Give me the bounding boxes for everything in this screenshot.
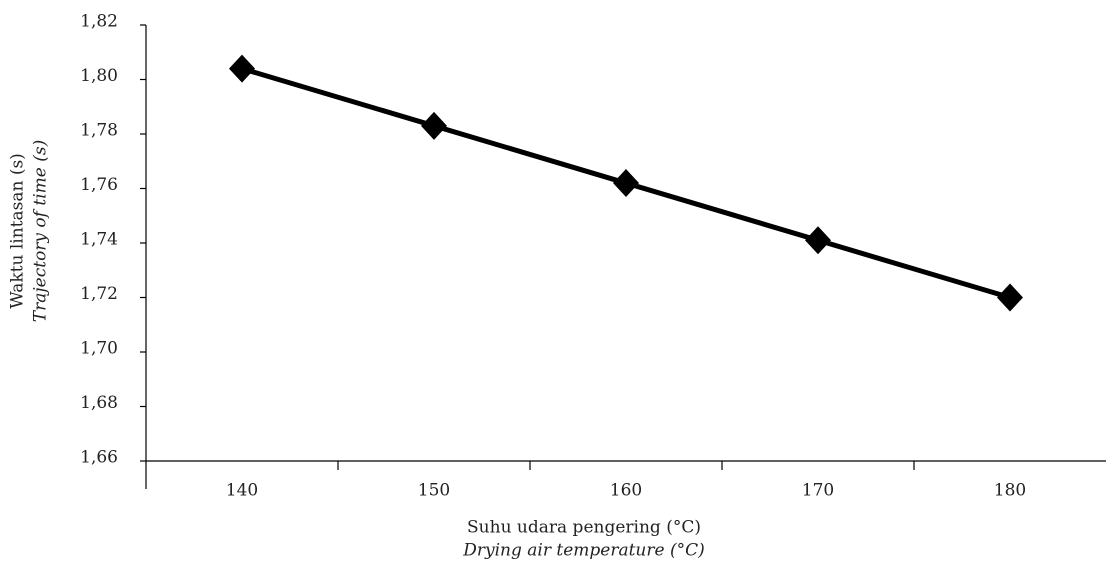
y-axis-label: Waktu lintasan (s) (8, 153, 28, 309)
marker (613, 169, 639, 198)
y-tick-label: 1,74 (80, 230, 118, 250)
y-tick-label: 1,82 (80, 12, 118, 32)
marker (805, 226, 831, 255)
y-tick-label: 1,68 (80, 393, 118, 413)
marker (997, 283, 1023, 312)
y-tick-label: 1,66 (80, 448, 118, 468)
y-tick-label: 1,76 (80, 175, 118, 195)
x-tick-label: 160 (610, 481, 642, 501)
marker (421, 111, 447, 140)
x-axis-label-en: Drying air temperature (°C) (462, 541, 705, 561)
x-axis-label: Suhu udara pengering (°C) (467, 518, 701, 538)
y-tick-label: 1,72 (80, 284, 118, 304)
y-tick-label: 1,78 (80, 121, 118, 141)
y-axis-label-en: Trajectory of time (s) (31, 140, 51, 322)
x-tick-label: 180 (994, 481, 1026, 501)
marker (229, 54, 255, 83)
y-tick-label: 1,80 (80, 66, 118, 86)
x-tick-label: 170 (802, 481, 834, 501)
y-tick-label: 1,70 (80, 339, 118, 359)
x-tick-label: 150 (418, 481, 450, 501)
x-tick-label: 140 (226, 481, 258, 501)
